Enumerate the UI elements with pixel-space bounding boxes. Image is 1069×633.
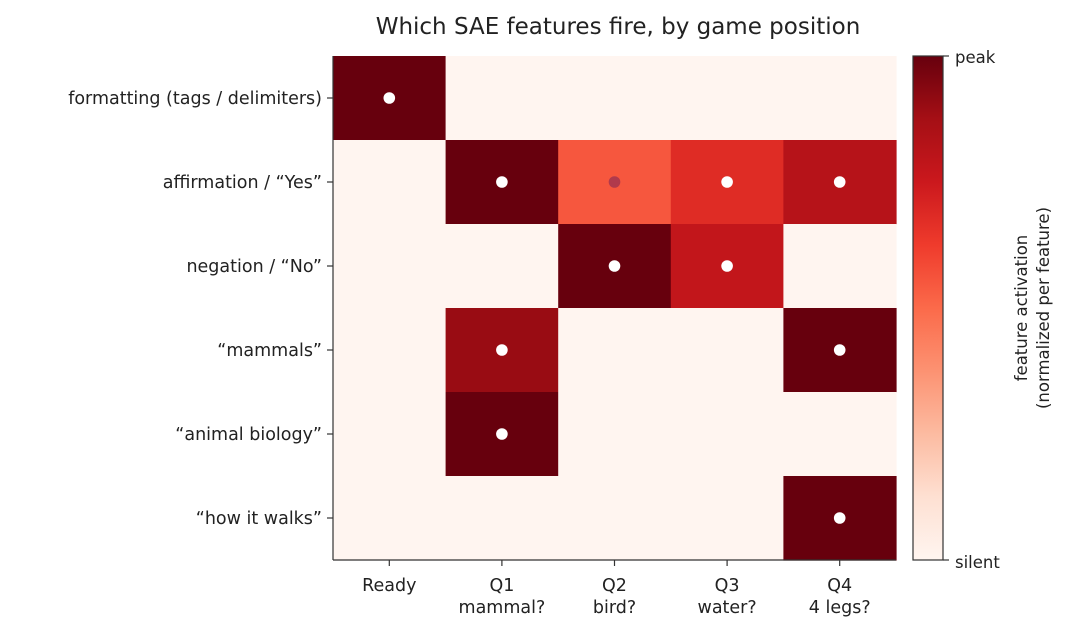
colorbar: peak silent feature activation (normaliz… xyxy=(912,48,1053,572)
active-marker xyxy=(833,512,846,524)
row-label: formatting (tags / delimiters) xyxy=(68,89,322,109)
colorbar-label-silent: silent xyxy=(955,553,1000,572)
heatmap-cell xyxy=(333,140,447,225)
row-label: negation / “No” xyxy=(186,257,322,277)
column-sublabel: water? xyxy=(698,598,757,618)
active-marker xyxy=(721,176,733,188)
colorbar-title-line1: feature activation xyxy=(1012,235,1031,382)
heatmap-cell xyxy=(333,476,447,561)
heatmap-cell xyxy=(558,308,672,393)
colorbar-label-peak: peak xyxy=(955,48,996,67)
heatmap-cell xyxy=(445,224,559,309)
heatmap-cell xyxy=(558,476,672,561)
heatmap-cell xyxy=(558,392,672,477)
chart-title: Which SAE features fire, by game positio… xyxy=(376,14,861,40)
heatmap-cell xyxy=(445,56,559,141)
active-marker xyxy=(608,176,621,188)
row-label: “mammals” xyxy=(217,341,322,361)
row-label: “animal biology” xyxy=(175,425,322,445)
column-sublabel: 4 legs? xyxy=(809,598,871,618)
row-labels: formatting (tags / delimiters) affirmatio… xyxy=(68,89,322,529)
active-marker xyxy=(496,176,508,188)
colorbar-gradient xyxy=(912,55,944,561)
heatmap-cell xyxy=(333,224,447,309)
axes xyxy=(327,56,896,566)
heatmap-cell xyxy=(783,224,897,309)
column-label: Q3 xyxy=(715,576,740,596)
heatmap-cell xyxy=(333,308,447,393)
column-label: Q1 xyxy=(489,576,514,596)
heatmap-cell xyxy=(670,392,784,477)
heatmap-cell xyxy=(558,56,672,141)
active-marker xyxy=(721,260,733,272)
active-marker xyxy=(608,260,621,272)
heatmap-cell xyxy=(670,56,784,141)
active-marker xyxy=(383,92,396,104)
heatmap-cell xyxy=(445,476,559,561)
colorbar-title-line2: (normalized per feature) xyxy=(1034,207,1053,409)
heatmap-cell xyxy=(783,392,897,477)
column-label: Ready xyxy=(362,576,416,596)
heatmap-cell xyxy=(670,308,784,393)
heatmap-cell xyxy=(670,476,784,561)
row-label: “how it walks” xyxy=(196,509,322,529)
column-label: Q4 xyxy=(827,576,852,596)
heatmap-cells xyxy=(333,56,897,561)
active-marker xyxy=(833,344,846,356)
heatmap-cell xyxy=(783,56,897,141)
active-markers xyxy=(383,92,846,524)
heatmap-cell xyxy=(333,392,447,477)
column-sublabel: bird? xyxy=(593,598,636,618)
active-marker xyxy=(496,428,508,440)
column-label: Q2 xyxy=(602,576,627,596)
column-sublabel: mammal? xyxy=(459,598,546,618)
active-marker xyxy=(833,176,846,188)
row-label: affirmation / “Yes” xyxy=(163,173,322,193)
active-marker xyxy=(496,344,508,356)
